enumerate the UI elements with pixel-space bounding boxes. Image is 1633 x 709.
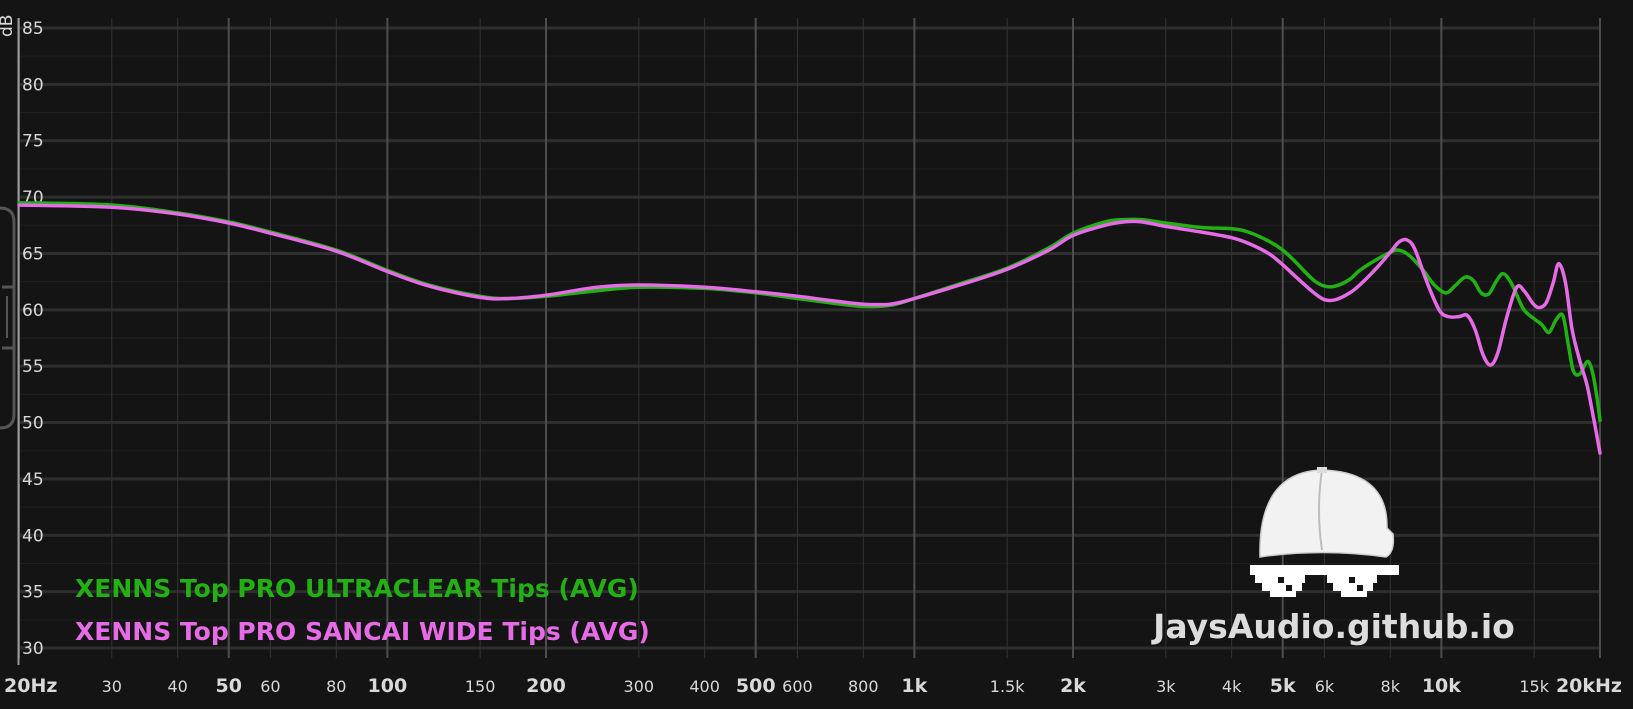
x-tick-label: 20kHz	[1556, 675, 1622, 697]
x-tick-label: 8k	[1381, 677, 1401, 696]
x-tick-label: 800	[848, 677, 879, 696]
x-tick-label: 1k	[901, 675, 927, 697]
x-tick-label: 20Hz	[4, 675, 57, 697]
watermark: JaysAudio.github.io	[1151, 467, 1515, 646]
y-tick-label: 80	[22, 75, 44, 95]
series-lines	[17, 200, 1602, 455]
x-tick-label: 50	[215, 675, 241, 697]
x-tick-label: 100	[368, 675, 408, 697]
watermark-text: JaysAudio.github.io	[1151, 607, 1515, 646]
x-tick-label: 300	[624, 677, 655, 696]
y-tick-label: 60	[22, 301, 44, 321]
x-tick-label: 600	[782, 677, 813, 696]
x-tick-label: 15k	[1519, 677, 1549, 696]
cap-with-pixel-sunglasses-icon	[1250, 467, 1399, 597]
series-line-1[interactable]	[17, 200, 1602, 423]
x-tick-label: 150	[465, 677, 496, 696]
x-tick-label: 80	[326, 677, 346, 696]
side-handle[interactable]	[0, 206, 16, 430]
x-tick-label: 200	[526, 675, 566, 697]
x-tick-label: 400	[689, 677, 720, 696]
x-tick-label: 40	[167, 677, 187, 696]
x-tick-label: 3k	[1156, 677, 1176, 696]
x-tick-label: 30	[102, 677, 122, 696]
y-tick-label: 85	[22, 19, 44, 39]
y-tick-label: 50	[22, 414, 44, 434]
x-axis-ticks: 20Hz 30 40 50 60 80 100 150 200 300 400 500 600 800 1k…	[4, 675, 1622, 697]
y-tick-label: 35	[22, 583, 44, 603]
x-tick-label: 4k	[1222, 677, 1242, 696]
y-axis-label: dB	[0, 15, 17, 37]
y-tick-label: 30	[22, 639, 44, 659]
y-tick-label: 75	[22, 132, 44, 152]
x-tick-label: 60	[260, 677, 280, 696]
y-tick-label: 45	[22, 470, 44, 490]
y-tick-label: 65	[22, 244, 44, 264]
x-tick-label: 1.5k	[990, 677, 1025, 696]
legend-entry-2[interactable]: XENNS Top PRO SANCAI WIDE Tips (AVG)	[75, 617, 650, 646]
legend: XENNS Top PRO ULTRACLEAR Tips (AVG) XENNS…	[75, 574, 650, 646]
x-tick-label: 10k	[1422, 675, 1461, 697]
x-tick-label: 500	[736, 675, 776, 697]
legend-entry-1[interactable]: XENNS Top PRO ULTRACLEAR Tips (AVG)	[75, 574, 639, 603]
y-tick-label: 55	[22, 357, 44, 377]
y-tick-label: 40	[22, 526, 44, 546]
x-tick-label: 2k	[1060, 675, 1086, 697]
x-tick-label: 5k	[1270, 675, 1296, 697]
series-line-2[interactable]	[17, 203, 1602, 455]
x-tick-label: 6k	[1315, 677, 1335, 696]
